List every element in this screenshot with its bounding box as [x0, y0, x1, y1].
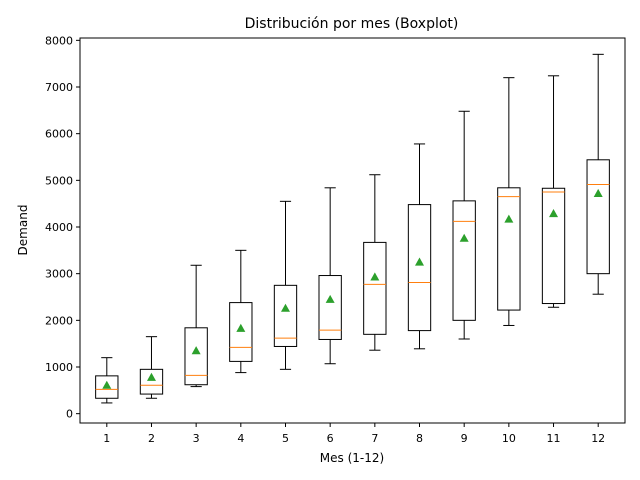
- mean-marker-month-4: [236, 323, 246, 332]
- box-month-9: [452, 200, 476, 321]
- x-axis-label: Mes (1-12): [320, 451, 384, 465]
- y-tick-label: 2000: [45, 314, 73, 327]
- box-month-10: [497, 187, 521, 311]
- box-month-7: [363, 241, 387, 335]
- mean-marker-month-5: [280, 303, 290, 312]
- x-tick-label: 11: [547, 432, 561, 445]
- x-tick-label: 10: [502, 432, 516, 445]
- mean-marker-month-12: [593, 188, 603, 197]
- box-month-3: [184, 327, 208, 386]
- y-tick-label: 3000: [45, 268, 73, 281]
- x-tick-label: 8: [416, 432, 423, 445]
- y-tick-label: 7000: [45, 81, 73, 94]
- x-tick-label: 3: [193, 432, 200, 445]
- box-month-1: [95, 375, 119, 399]
- box-month-4: [229, 302, 253, 362]
- mean-marker-month-7: [370, 272, 380, 281]
- x-tick-label: 6: [327, 432, 334, 445]
- y-tick-label: 0: [66, 408, 73, 421]
- box-month-2: [139, 368, 164, 395]
- x-tick-label: 12: [591, 432, 605, 445]
- y-tick-label: 6000: [45, 128, 73, 141]
- box-month-5: [273, 284, 298, 347]
- chart-title: Distribución por mes (Boxplot): [245, 16, 459, 32]
- y-tick-label: 8000: [45, 34, 73, 47]
- mean-marker-month-1: [102, 380, 112, 389]
- mean-marker-month-9: [459, 233, 469, 242]
- axes-frame: [79, 37, 626, 424]
- box-month-12: [586, 159, 610, 275]
- x-tick-label: 5: [282, 432, 289, 445]
- mean-marker-month-10: [504, 214, 514, 223]
- x-tick-label: 9: [461, 432, 468, 445]
- y-tick-label: 1000: [45, 361, 73, 374]
- mean-marker-month-8: [415, 257, 425, 266]
- mean-marker-month-11: [549, 208, 559, 218]
- box-month-8: [407, 204, 432, 332]
- x-tick-label: 2: [148, 432, 155, 445]
- x-tick-label: 7: [371, 432, 378, 445]
- y-tick-label: 5000: [45, 174, 73, 187]
- x-tick-label: 1: [103, 432, 110, 445]
- y-tick-label: 4000: [45, 221, 73, 234]
- box-month-11: [541, 187, 566, 305]
- mean-marker-month-3: [191, 346, 201, 355]
- x-tick-label: 4: [237, 432, 244, 445]
- box-month-6: [318, 275, 342, 340]
- mean-marker-month-2: [146, 372, 156, 381]
- mean-marker-month-6: [325, 294, 335, 303]
- y-axis-label: Demand: [16, 205, 30, 256]
